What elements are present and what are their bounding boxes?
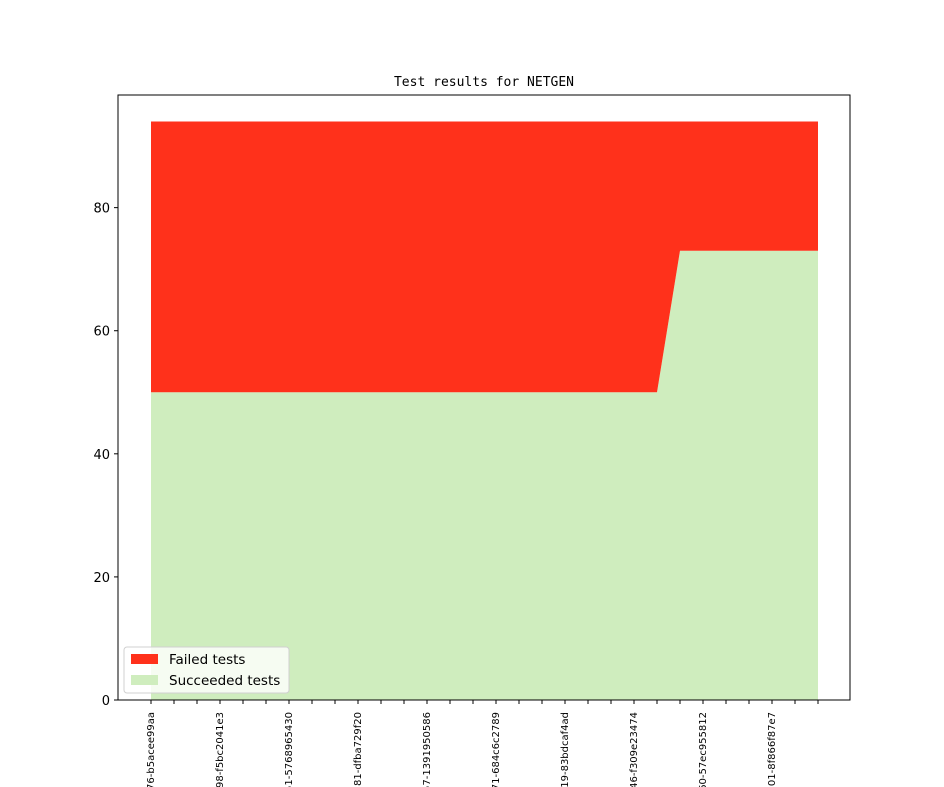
x-tick-label: 51-5768965430: [284, 712, 295, 787]
chart-title: Test results for NETGEN: [394, 75, 574, 90]
x-tick-label: 71-684c6c2789: [491, 712, 502, 787]
x-tick-label: 60-57ec955812: [698, 712, 709, 787]
x-tick-label: 81-dfba729f20: [353, 712, 364, 786]
legend-swatch: [131, 654, 158, 664]
y-tick-label: 40: [93, 448, 110, 463]
legend-box: [123, 646, 290, 694]
x-tick-label: 101-8f866f87e7: [767, 712, 778, 787]
area-failed-tests: [151, 121, 818, 393]
legend-swatch: [131, 675, 158, 685]
x-tick-label: 46-f309e23474: [629, 712, 640, 787]
x-tick-label: 76-b5acee99aa: [146, 712, 157, 787]
y-tick-label: 60: [93, 325, 110, 340]
y-tick-label: 0: [102, 694, 110, 709]
x-tick-label: 98-f5bc2041e3: [215, 712, 226, 787]
area-succeeded-tests: [151, 250, 818, 700]
x-tick-label: 19-83bdcaf4ad: [560, 712, 571, 787]
legend-label: Failed tests: [169, 652, 245, 668]
x-axis: 76-b5acee99aa 98-f5bc2041e3 51-5768965430 8…: [146, 700, 819, 787]
y-tick-label: 80: [93, 202, 110, 217]
y-axis: 0 20 40 60 80: [93, 202, 118, 709]
y-tick-label: 20: [93, 571, 110, 586]
legend-label: Succeeded tests: [169, 673, 280, 689]
chart-areas: [151, 121, 818, 700]
plot-frame: [117, 94, 851, 701]
x-tick-label: 57-1391950586: [422, 712, 433, 787]
legend: Failed tests Succeeded tests: [123, 646, 290, 694]
